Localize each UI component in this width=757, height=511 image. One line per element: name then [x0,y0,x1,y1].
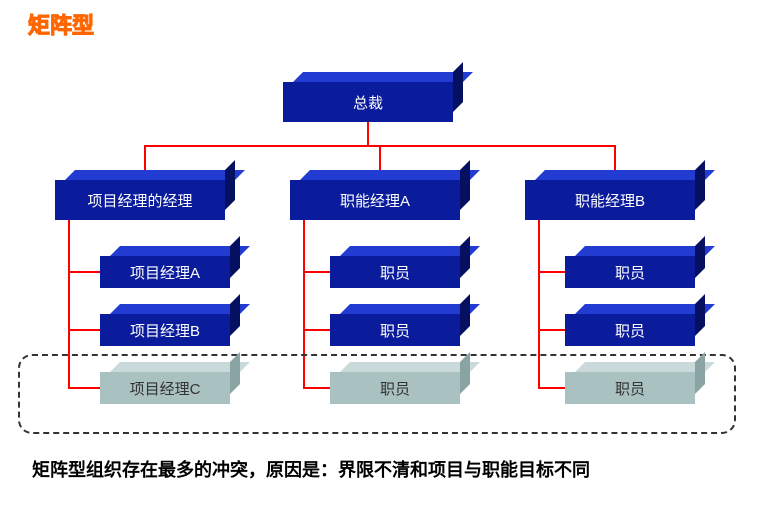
connector [379,146,381,170]
connector [144,146,146,170]
connector [614,146,616,170]
connector [69,271,100,273]
connector [539,329,565,331]
connector [304,271,330,273]
node-sub-2-0: 职员 [565,256,695,288]
node-sub-2-2: 职员 [565,372,695,404]
connector [304,329,330,331]
node-manager-1: 职能经理A [290,180,460,220]
connector [539,271,565,273]
node-sub-1-0: 职员 [330,256,460,288]
node-manager-2: 职能经理B [525,180,695,220]
connector [367,122,369,146]
node-sub-2-1: 职员 [565,314,695,346]
node-sub-1-2: 职员 [330,372,460,404]
node-sub-0-2: 项目经理C [100,372,230,404]
caption-text: 矩阵型组织存在最多的冲突，原因是：界限不清和项目与职能目标不同 [32,456,590,482]
node-sub-1-1: 职员 [330,314,460,346]
connector [69,329,100,331]
page-title: 矩阵型 [28,8,94,40]
node-manager-0: 项目经理的经理 [55,180,225,220]
node-sub-0-1: 项目经理B [100,314,230,346]
node-president: 总裁 [283,82,453,122]
node-sub-0-0: 项目经理A [100,256,230,288]
